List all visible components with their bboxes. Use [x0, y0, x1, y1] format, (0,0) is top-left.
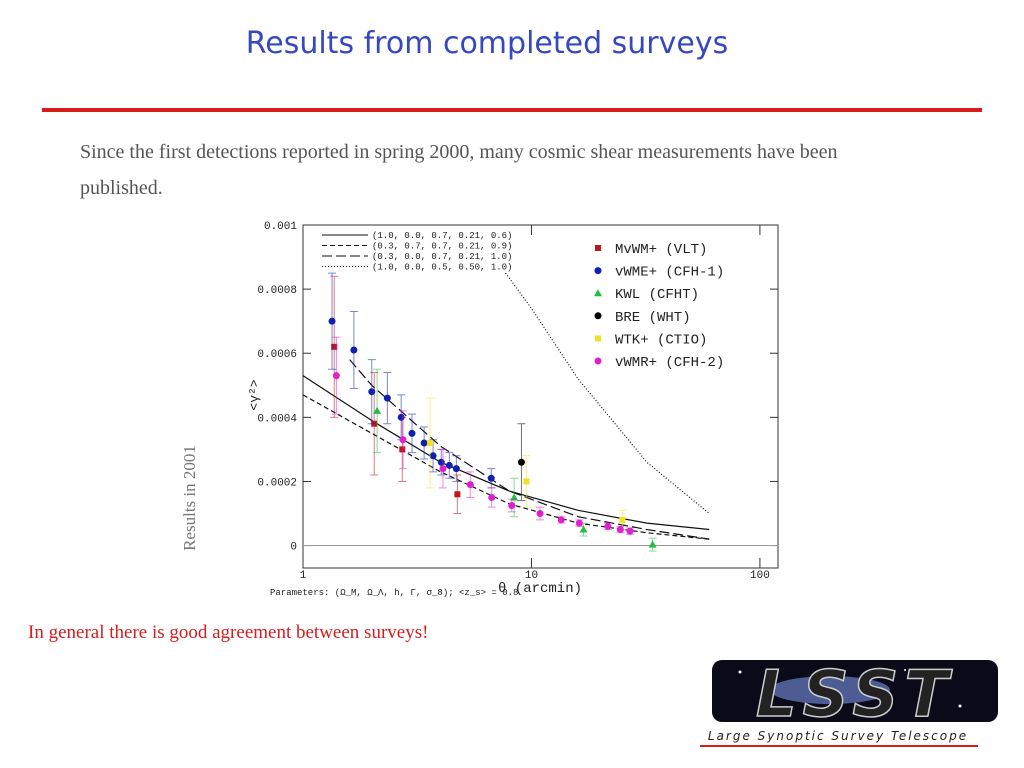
point: [373, 406, 382, 414]
y-tick-label: 0.0004: [257, 413, 297, 425]
point: [445, 461, 453, 469]
point: [466, 481, 474, 489]
legend-marker: [594, 312, 602, 320]
point: [508, 501, 516, 509]
point: [517, 458, 525, 466]
title-rule: [42, 108, 982, 112]
logo-star: [958, 704, 962, 708]
point: [523, 478, 530, 485]
legend-marker: [594, 289, 602, 297]
legend-label: KWL (CFHT): [615, 287, 699, 303]
model-legend-label: (1.0, 0.0, 0.7, 0.21, 0.6): [372, 231, 512, 241]
conclusion: In general there is good agreement betwe…: [28, 622, 429, 643]
point: [437, 458, 445, 466]
point: [368, 388, 376, 396]
point: [488, 493, 496, 501]
y-tick-label: 0.001: [264, 221, 297, 233]
x-tick-label: 100: [750, 570, 770, 582]
legend-label: WTK+ (CTIO): [615, 332, 707, 348]
logo-text: Large Synoptic Survey Telescope: [708, 729, 968, 743]
point: [452, 465, 460, 473]
y-tick-label: 0.0002: [257, 477, 297, 489]
point: [619, 516, 626, 523]
model-legend-label: (1.0, 0.0, 0.5, 0.50, 1.0): [372, 263, 512, 273]
model-legend-label: (0.3, 0.0, 0.7, 0.21, 1.0): [372, 252, 512, 262]
point: [487, 474, 495, 482]
body-text: Since the first detections reported in s…: [80, 141, 838, 199]
model-legend-label: (0.3, 0.7, 0.7, 0.21, 0.9): [372, 242, 512, 252]
logo: LSST Large Synoptic Survey Telescope: [700, 657, 998, 747]
logo-galaxy: [770, 676, 890, 704]
point: [454, 491, 461, 498]
point: [331, 343, 338, 350]
plot-frame: [302, 224, 779, 569]
legend-marker: [595, 335, 601, 342]
legend-marker: [595, 245, 601, 251]
legend-marker: [594, 357, 602, 365]
point: [604, 522, 612, 530]
point: [427, 439, 434, 446]
logo-star: [738, 670, 742, 674]
point: [579, 525, 588, 533]
legend-label: vWMR+ (CFH-2): [615, 355, 724, 371]
point: [626, 527, 634, 535]
legend-label: MvWM+ (VLT): [615, 242, 707, 258]
logo-mark: LSST: [756, 658, 954, 732]
point: [536, 510, 544, 518]
point: [383, 394, 391, 402]
point: [575, 519, 583, 527]
point: [429, 452, 437, 460]
legend-label: vWME+ (CFH-1): [615, 265, 724, 281]
point: [350, 346, 358, 354]
y-tick-label: 0.0006: [257, 349, 297, 361]
x-tick-label: 10: [525, 570, 538, 582]
point: [328, 317, 336, 325]
point: [616, 526, 624, 534]
point: [332, 372, 340, 380]
point: [557, 516, 565, 524]
point: [408, 429, 416, 437]
point: [439, 465, 447, 473]
legend-label: BRE (WHT): [615, 310, 691, 326]
point: [420, 439, 428, 447]
point: [399, 446, 406, 453]
slide-title: Results from completed surveys: [245, 26, 729, 61]
x-axis-label: θ (arcmin): [498, 581, 582, 597]
x-tick-label: 1: [300, 570, 307, 582]
footnote: Parameters: (Ω_M, Ω_Λ, h, Γ, σ_8); <z_s>…: [270, 588, 518, 598]
point: [648, 540, 657, 548]
point: [399, 436, 407, 444]
model-curve: [302, 394, 710, 540]
model-curve: [302, 375, 710, 531]
point: [397, 413, 405, 421]
y-tick-label: 0: [290, 542, 297, 554]
y-tick-label: 0.0008: [257, 285, 297, 297]
logo-underline: [700, 745, 978, 747]
y-axis-label: <γ²>: [247, 379, 262, 410]
legend-marker: [594, 267, 602, 275]
logo-star: [904, 669, 906, 671]
